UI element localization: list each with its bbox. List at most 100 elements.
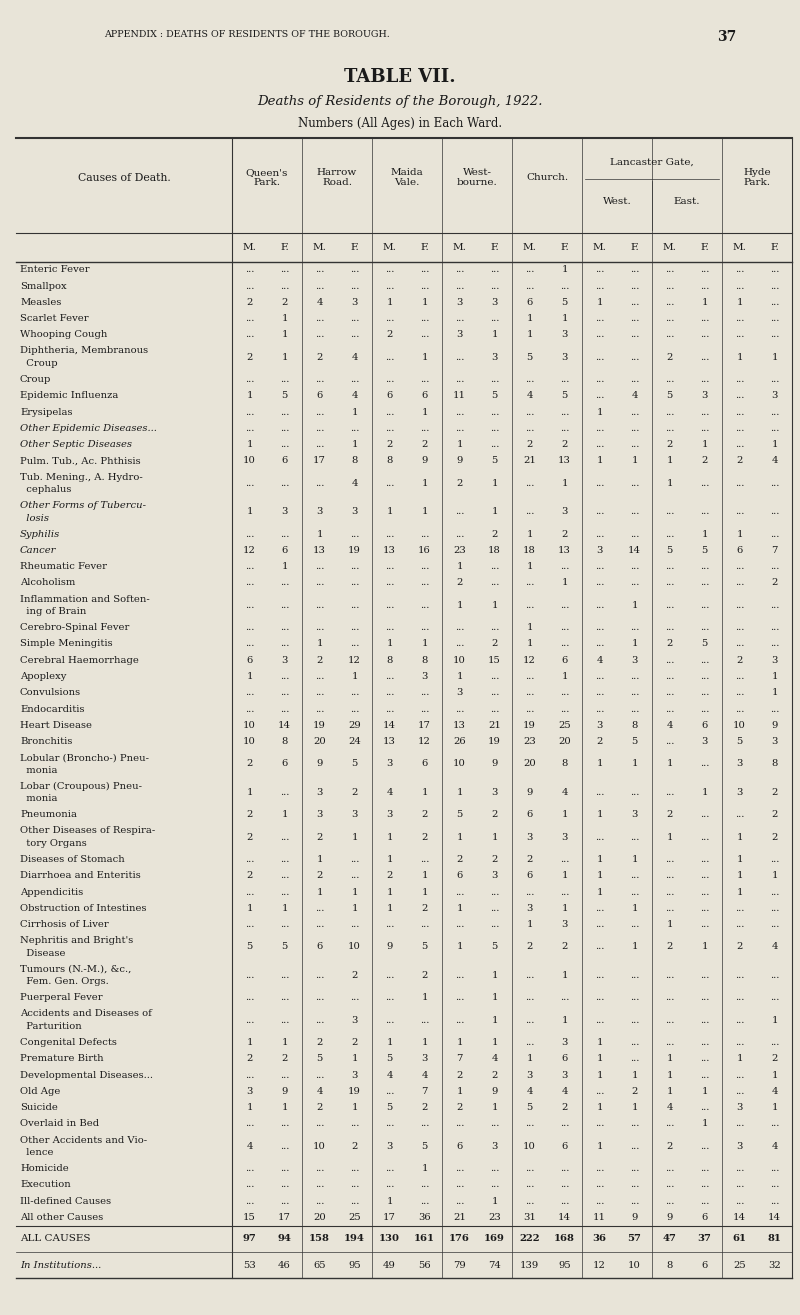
Text: ...: ...	[490, 441, 499, 450]
Text: ...: ...	[455, 1181, 464, 1190]
Text: 1: 1	[282, 1038, 288, 1047]
Text: ...: ...	[315, 375, 324, 384]
Text: 1: 1	[771, 688, 778, 697]
Text: ...: ...	[280, 920, 289, 930]
Text: monia: monia	[20, 765, 58, 775]
Text: 3: 3	[491, 297, 498, 306]
Text: 3: 3	[631, 810, 638, 819]
Text: 4: 4	[771, 1141, 778, 1151]
Text: 2: 2	[456, 1070, 462, 1080]
Text: 5: 5	[456, 810, 462, 819]
Text: ...: ...	[385, 530, 394, 539]
Text: 1: 1	[526, 314, 533, 323]
Text: Other Septic Diseases: Other Septic Diseases	[20, 441, 132, 450]
Text: 2: 2	[351, 1141, 358, 1151]
Text: 9: 9	[456, 456, 462, 466]
Text: ...: ...	[630, 705, 639, 714]
Text: ...: ...	[245, 314, 254, 323]
Text: 3: 3	[562, 1038, 568, 1047]
Text: 1: 1	[702, 943, 708, 952]
Text: ...: ...	[350, 330, 359, 339]
Text: 11: 11	[593, 1212, 606, 1222]
Text: ...: ...	[455, 970, 464, 980]
Text: ...: ...	[385, 563, 394, 571]
Text: Pneumonia: Pneumonia	[20, 810, 77, 819]
Text: 2: 2	[666, 639, 673, 648]
Text: 4: 4	[351, 352, 358, 362]
Text: ...: ...	[665, 408, 674, 417]
Text: ...: ...	[595, 281, 604, 291]
Text: TABLE VII.: TABLE VII.	[344, 68, 456, 87]
Text: ...: ...	[560, 1197, 569, 1206]
Text: 1: 1	[246, 788, 253, 797]
Text: 1: 1	[596, 408, 602, 417]
Text: 2: 2	[526, 441, 533, 450]
Text: ...: ...	[595, 903, 604, 913]
Text: ...: ...	[420, 1181, 429, 1190]
Text: ...: ...	[455, 352, 464, 362]
Text: 5: 5	[666, 546, 673, 555]
Text: ...: ...	[245, 623, 254, 633]
Text: 8: 8	[386, 456, 393, 466]
Text: ...: ...	[700, 1141, 709, 1151]
Text: ALL CAUSES: ALL CAUSES	[20, 1235, 90, 1243]
Text: Cerebro-Spinal Fever: Cerebro-Spinal Fever	[20, 623, 130, 633]
Text: 9: 9	[526, 788, 533, 797]
Text: 2: 2	[351, 1038, 358, 1047]
Text: 2: 2	[771, 788, 778, 797]
Text: 2: 2	[526, 855, 533, 864]
Text: Parturition: Parturition	[20, 1022, 82, 1031]
Text: ...: ...	[280, 623, 289, 633]
Text: 2: 2	[562, 530, 568, 539]
Text: 1: 1	[422, 408, 428, 417]
Text: ...: ...	[595, 392, 604, 400]
Text: Deaths of Residents of the Borough, 1922.: Deaths of Residents of the Borough, 1922…	[258, 95, 542, 108]
Text: ...: ...	[350, 423, 359, 433]
Text: 2: 2	[316, 1038, 322, 1047]
Text: ...: ...	[630, 408, 639, 417]
Text: ...: ...	[455, 1119, 464, 1128]
Text: West.: West.	[602, 197, 631, 205]
Text: ...: ...	[735, 1197, 744, 1206]
Text: 1: 1	[666, 479, 673, 488]
Text: ...: ...	[700, 352, 709, 362]
Text: ...: ...	[315, 1181, 324, 1190]
Text: Premature Birth: Premature Birth	[20, 1055, 104, 1064]
Text: ...: ...	[350, 639, 359, 648]
Text: 49: 49	[383, 1261, 396, 1269]
Text: 17: 17	[383, 1212, 396, 1222]
Text: 161: 161	[414, 1235, 435, 1243]
Text: ...: ...	[735, 423, 744, 433]
Text: ...: ...	[665, 656, 674, 665]
Text: ...: ...	[385, 688, 394, 697]
Text: 95: 95	[348, 1261, 361, 1269]
Text: 5: 5	[562, 297, 568, 306]
Text: 1: 1	[596, 888, 602, 897]
Text: 2: 2	[351, 788, 358, 797]
Text: 94: 94	[278, 1235, 291, 1243]
Text: ...: ...	[280, 1197, 289, 1206]
Text: ...: ...	[630, 423, 639, 433]
Text: ...: ...	[420, 1119, 429, 1128]
Text: 2: 2	[666, 441, 673, 450]
Text: 5: 5	[526, 352, 533, 362]
Text: ...: ...	[490, 1119, 499, 1128]
Text: ...: ...	[385, 479, 394, 488]
Text: ...: ...	[490, 888, 499, 897]
Text: 1: 1	[526, 330, 533, 339]
Text: 3: 3	[246, 1088, 253, 1095]
Text: ...: ...	[770, 508, 779, 517]
Text: Smallpox: Smallpox	[20, 281, 66, 291]
Text: ...: ...	[315, 314, 324, 323]
Text: ...: ...	[385, 314, 394, 323]
Text: ...: ...	[280, 970, 289, 980]
Text: ...: ...	[315, 688, 324, 697]
Text: 3: 3	[702, 738, 708, 746]
Text: ...: ...	[385, 266, 394, 275]
Text: 15: 15	[243, 1212, 256, 1222]
Text: ...: ...	[455, 266, 464, 275]
Text: ...: ...	[595, 530, 604, 539]
Text: ...: ...	[350, 920, 359, 930]
Text: 2: 2	[666, 810, 673, 819]
Text: 6: 6	[526, 297, 533, 306]
